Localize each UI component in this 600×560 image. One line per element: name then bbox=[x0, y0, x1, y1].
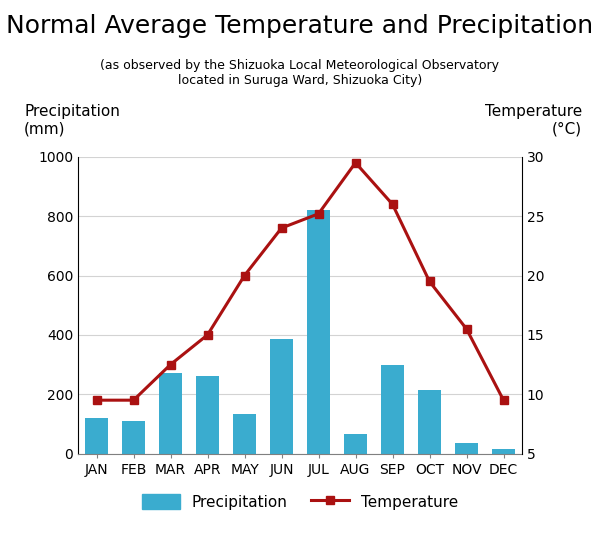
Bar bbox=[85, 418, 107, 454]
Text: (as observed by the Shizuoka Local Meteorological Observatory
located in Suruga : (as observed by the Shizuoka Local Meteo… bbox=[101, 59, 499, 87]
Text: (mm): (mm) bbox=[24, 122, 65, 137]
Bar bbox=[196, 376, 218, 454]
Bar bbox=[122, 421, 145, 454]
Bar bbox=[418, 390, 440, 454]
Bar bbox=[344, 435, 367, 454]
Bar bbox=[455, 443, 478, 454]
Legend: Precipitation, Temperature: Precipitation, Temperature bbox=[136, 488, 464, 516]
Bar bbox=[233, 413, 256, 454]
Bar bbox=[271, 339, 293, 454]
Text: (°C): (°C) bbox=[552, 122, 582, 137]
Text: Precipitation: Precipitation bbox=[24, 104, 120, 119]
Text: Temperature: Temperature bbox=[485, 104, 582, 119]
Text: Normal Average Temperature and Precipitation: Normal Average Temperature and Precipita… bbox=[7, 14, 593, 38]
Bar bbox=[160, 374, 182, 454]
Bar bbox=[493, 449, 515, 454]
Bar bbox=[382, 365, 404, 454]
Bar bbox=[307, 210, 329, 454]
